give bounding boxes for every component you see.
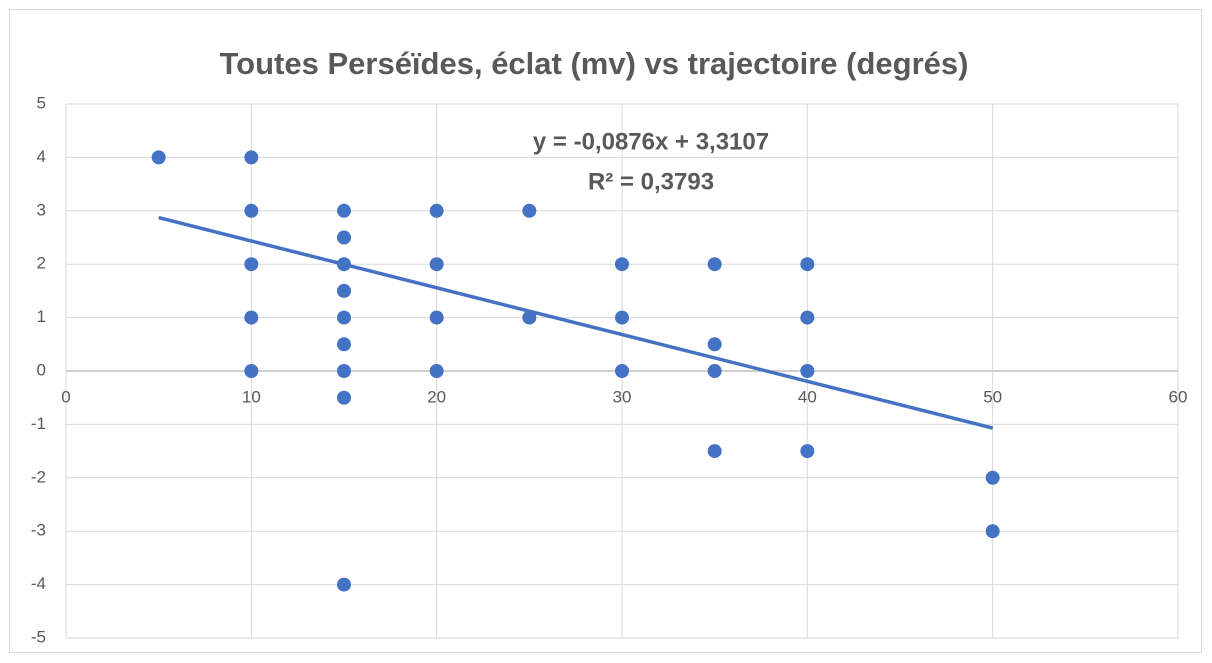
y-tick-label: -4 [31,574,46,593]
y-tick-label: -3 [31,521,46,540]
point [337,577,351,592]
point [615,364,629,378]
point [337,283,351,298]
y-tick-label: 5 [37,93,46,112]
point [337,337,351,352]
point [985,524,1000,539]
x-tick-label: 0 [61,387,70,406]
y-tick-label: 4 [37,147,46,166]
point [244,310,259,325]
point [985,470,1000,485]
point [337,364,351,378]
y-tick-label: -5 [31,627,46,646]
point [151,150,166,165]
x-tick-label: 30 [613,387,632,406]
x-tick-label: 10 [242,387,261,406]
y-tick-label: -1 [31,414,46,433]
point [707,257,722,272]
point [707,364,722,378]
y-tick-label: 3 [37,200,46,219]
x-tick-label: 60 [1169,387,1188,406]
point [244,203,259,218]
point [337,203,351,218]
point [800,257,815,272]
point [800,364,815,378]
x-tick-label: 20 [427,387,446,406]
chart-title: Toutes Perséïdes, éclat (mv) vs trajecto… [220,46,969,81]
point [615,257,629,272]
y-tick-label: 0 [37,360,46,379]
point [800,444,815,459]
point [244,150,259,165]
y-tick-label: -2 [31,467,46,486]
point [337,310,351,325]
point [615,310,629,325]
point [522,203,537,218]
trendline-label: R² = 0,3793 [588,168,714,195]
trendline [158,215,994,430]
point [337,390,351,405]
point [429,364,444,378]
point [707,337,722,352]
x-tick-label: 50 [983,387,1002,406]
point [429,257,444,272]
point [429,203,444,218]
point [800,310,815,325]
point [337,230,351,245]
x-tick-label: 40 [798,387,817,406]
point [707,444,722,459]
point [522,310,537,325]
y-tick-label: 1 [37,307,46,326]
y-tick-label: 2 [37,254,46,273]
point [429,310,444,325]
point [244,257,259,272]
point [244,364,259,378]
trendline-label: y = -0,0876x + 3,3107 [533,128,769,155]
